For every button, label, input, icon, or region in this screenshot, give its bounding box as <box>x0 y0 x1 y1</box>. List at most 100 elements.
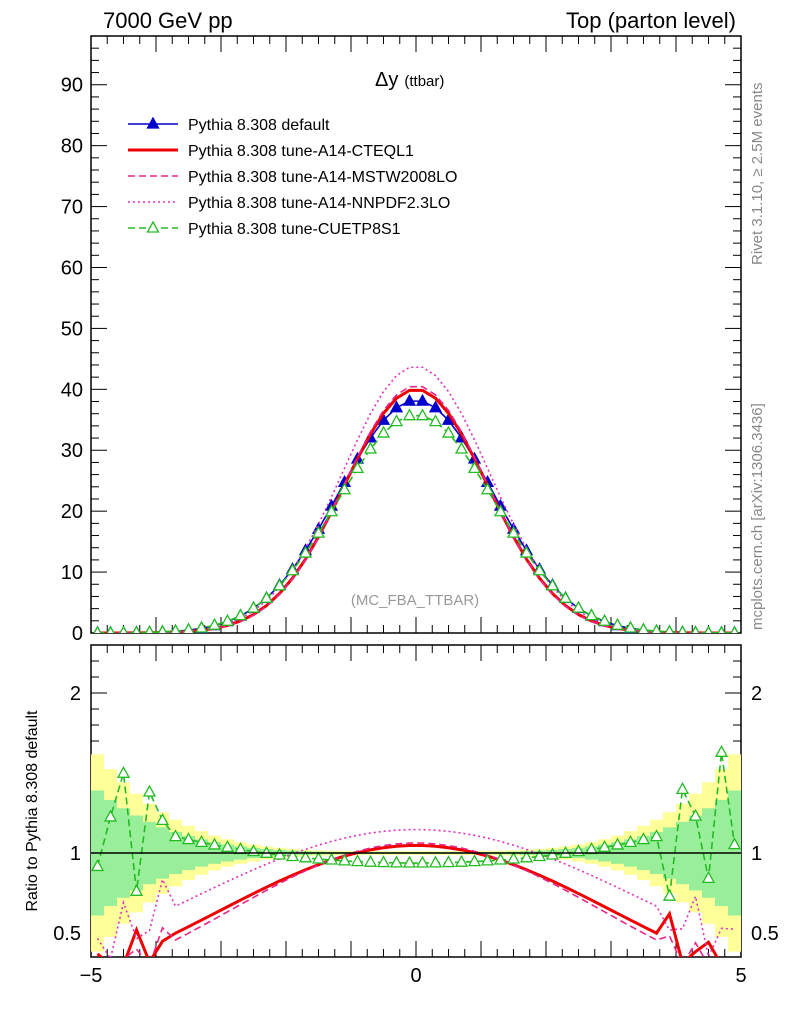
ratio-y-tick-label: 0.5 <box>751 923 779 945</box>
series-marker-4 <box>272 578 287 591</box>
chart-title: Δy (ttbar) <box>375 69 444 91</box>
ratio-marker-4 <box>519 850 534 863</box>
series-marker-4 <box>119 625 128 633</box>
series-marker-4 <box>480 482 495 495</box>
series-marker-4 <box>376 425 391 438</box>
series-marker-4 <box>233 608 248 621</box>
legend-entry-2: Pythia 8.308 tune-A14-MSTW2008LO <box>188 169 457 186</box>
main-curves <box>93 366 739 633</box>
series-marker-4 <box>678 625 687 633</box>
legend-marker-0 <box>146 116 160 129</box>
ratio-marker-4 <box>649 829 664 842</box>
y-tick-label: 80 <box>61 136 83 158</box>
series-marker-4 <box>637 622 650 633</box>
series-marker-4 <box>182 622 195 633</box>
ratio-marker-4 <box>129 883 144 896</box>
ratio-marker-4 <box>272 847 287 860</box>
series-marker-4 <box>132 625 141 633</box>
y-tick-label: 40 <box>61 379 83 401</box>
y-tick-label: 60 <box>61 257 83 279</box>
series-marker-4 <box>441 425 456 438</box>
ratio-marker-4 <box>441 855 456 868</box>
y-tick-label: 50 <box>61 318 83 340</box>
series-marker-4 <box>337 482 352 495</box>
ratio-marker-4 <box>480 853 495 866</box>
ratio-marker-4 <box>636 832 651 845</box>
series-marker-4 <box>350 461 365 474</box>
ratio-marker-4 <box>324 852 339 865</box>
series-marker-4 <box>623 620 638 633</box>
ratio-marker-4 <box>389 855 404 868</box>
ratio-y-tick-label: 0.5 <box>53 923 81 945</box>
y-tick-label: 20 <box>61 501 83 523</box>
series-marker-4 <box>454 441 469 454</box>
series-marker-4 <box>106 625 115 633</box>
series-marker-4 <box>285 563 300 576</box>
ratio-marker-4 <box>311 851 326 864</box>
series-marker-4 <box>704 625 713 633</box>
series-marker-4 <box>207 617 222 630</box>
series-marker-4 <box>93 625 102 633</box>
ratio-marker-4 <box>467 854 482 867</box>
series-marker-4 <box>194 620 209 633</box>
ratio-marker-4 <box>181 832 196 845</box>
series-marker-4 <box>170 623 181 633</box>
ratio-marker-4 <box>688 808 703 821</box>
series-marker-4 <box>597 613 612 626</box>
series-marker-0 <box>415 393 430 406</box>
ratio-marker-4 <box>142 784 157 797</box>
ratio-marker-4 <box>727 837 741 850</box>
legend-entry-4: Pythia 8.308 tune-CUETP8S1 <box>188 221 401 238</box>
header-right: Top (parton level) <box>566 8 736 33</box>
series-marker-0 <box>428 400 443 413</box>
ratio-marker-4 <box>714 744 729 757</box>
series-marker-4 <box>506 525 521 538</box>
ratio-marker-4 <box>493 852 508 865</box>
ratio-marker-4 <box>597 839 612 852</box>
ratio-marker-4 <box>623 835 638 848</box>
ratio-marker-4 <box>285 849 300 862</box>
legend-entry-1: Pythia 8.308 tune-A14-CTEQL1 <box>188 143 414 160</box>
rivet-label: Rivet 3.1.10, ≥ 2.5M events <box>749 83 766 266</box>
ratio-y-tick-label: 2 <box>70 683 81 705</box>
x-tick-label: 0 <box>410 965 421 987</box>
series-marker-4 <box>157 624 168 633</box>
series-marker-4 <box>493 504 508 517</box>
series-marker-0 <box>402 393 417 406</box>
ratio-plot-frame <box>90 644 742 958</box>
ratio-marker-4 <box>155 813 170 826</box>
ratio-marker-4 <box>207 837 222 850</box>
series-marker-4 <box>246 600 261 613</box>
legend-entry-0: Pythia 8.308 default <box>188 117 330 134</box>
ratio-y-tick-label: 1 <box>751 843 762 865</box>
series-marker-4 <box>610 617 625 630</box>
ratio-marker-4 <box>91 859 105 872</box>
ratio-y-tick-label: 1 <box>70 843 81 865</box>
series-marker-4 <box>415 408 430 421</box>
ratio-marker-4 <box>506 851 521 864</box>
y-tick-label: 90 <box>61 75 83 97</box>
y-tick-label: 30 <box>61 440 83 462</box>
series-marker-4 <box>389 414 404 427</box>
series-marker-4 <box>402 408 417 421</box>
ratio-y-axis-label: Ratio to Pythia 8.308 default <box>24 710 41 912</box>
series-marker-4 <box>467 461 482 474</box>
y-tick-label: 10 <box>61 562 83 584</box>
y-tick-label: 0 <box>72 623 83 645</box>
ratio-marker-4 <box>350 854 365 867</box>
ratio-marker-4 <box>220 839 235 852</box>
series-marker-0 <box>389 400 404 413</box>
ratio-marker-4 <box>116 765 131 778</box>
series-marker-4 <box>519 545 534 558</box>
ratio-marker-4 <box>610 837 625 850</box>
series-marker-4 <box>717 625 726 633</box>
ratio-marker-4 <box>532 849 547 862</box>
ratio-marker-4 <box>675 782 690 795</box>
ratio-marker-4 <box>415 855 430 868</box>
mcplots-label: mcplots.cern.ch [arXiv:1306.3436] <box>749 403 766 630</box>
ratio-marker-4 <box>428 855 443 868</box>
series-marker-4 <box>428 414 443 427</box>
watermark-label: (MC_FBA_TTBAR) <box>351 592 479 609</box>
series-marker-4 <box>324 504 339 517</box>
